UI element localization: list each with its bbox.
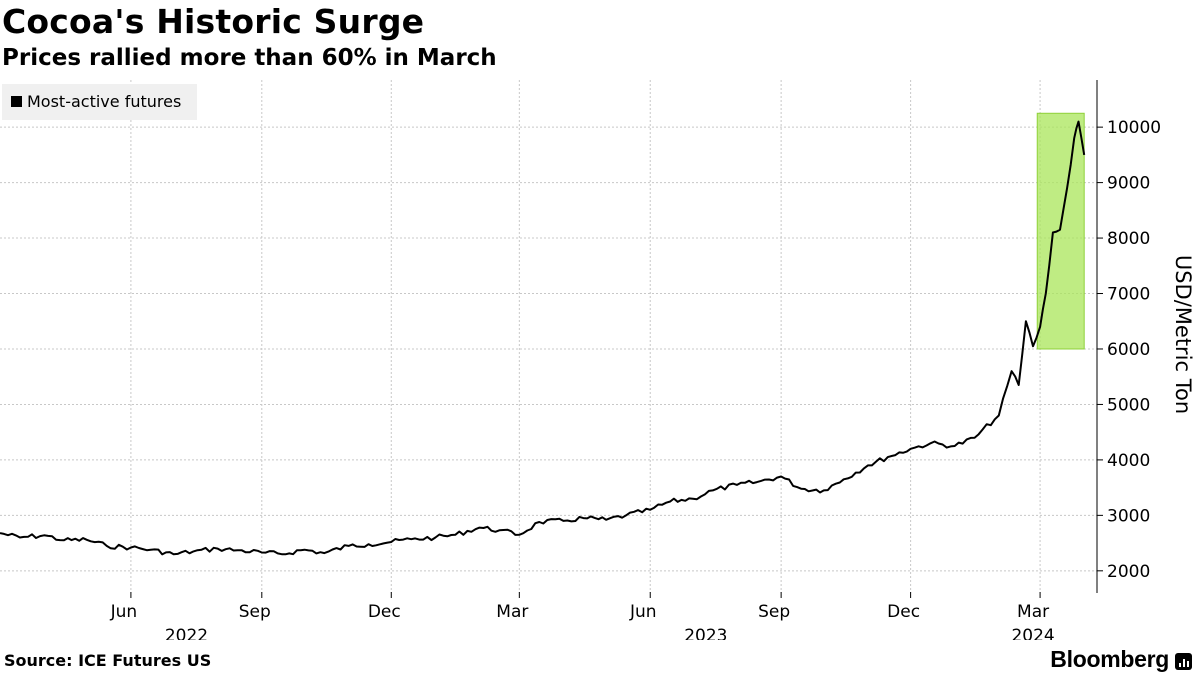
x-year-label: 2022	[165, 626, 208, 640]
y-tick-label: 9000	[1107, 174, 1150, 194]
y-tick-label: 6000	[1107, 340, 1150, 360]
x-year-label: 2023	[684, 626, 727, 640]
chart-title: Cocoa's Historic Surge	[2, 2, 425, 41]
x-tick-label: Dec	[887, 602, 920, 622]
brand-logo: Bloomberg	[1050, 646, 1192, 673]
highlight-box	[1036, 112, 1085, 350]
y-tick-label: 7000	[1107, 285, 1150, 305]
y-tick-label: 10000	[1107, 118, 1161, 138]
y-tick-label: 4000	[1107, 451, 1150, 471]
line-chart: 2000 3000 4000 5000 6000 7000 8000 9000 10000 Jun…	[0, 80, 1195, 640]
y-tick-label: 3000	[1107, 506, 1150, 526]
bloomberg-chart-icon	[1175, 652, 1192, 670]
x-year-label: 2024	[1011, 626, 1054, 640]
series-line	[0, 120, 1086, 556]
brand-wordmark: Bloomberg	[1050, 646, 1169, 672]
x-tick-label: Dec	[368, 602, 401, 622]
legend-swatch	[11, 96, 22, 107]
y-tick-label: 8000	[1107, 229, 1150, 249]
x-tick-label: Jun	[629, 602, 657, 622]
y-tick-label: 5000	[1107, 395, 1150, 415]
source-note: Source: ICE Futures US	[4, 651, 212, 670]
x-tick-label: Sep	[239, 602, 271, 622]
x-tick-label: Mar	[1017, 602, 1049, 622]
legend-box	[2, 84, 197, 120]
x-tick-label: Mar	[496, 602, 528, 622]
legend-label: Most-active futures	[27, 92, 181, 111]
y-tick-label: 2000	[1107, 562, 1150, 582]
y-axis-title: USD/Metric Ton	[1171, 255, 1195, 414]
chart-subtitle: Prices rallied more than 60% in March	[2, 45, 497, 71]
x-tick-label: Sep	[758, 602, 790, 622]
x-tick-label: Jun	[110, 602, 138, 622]
